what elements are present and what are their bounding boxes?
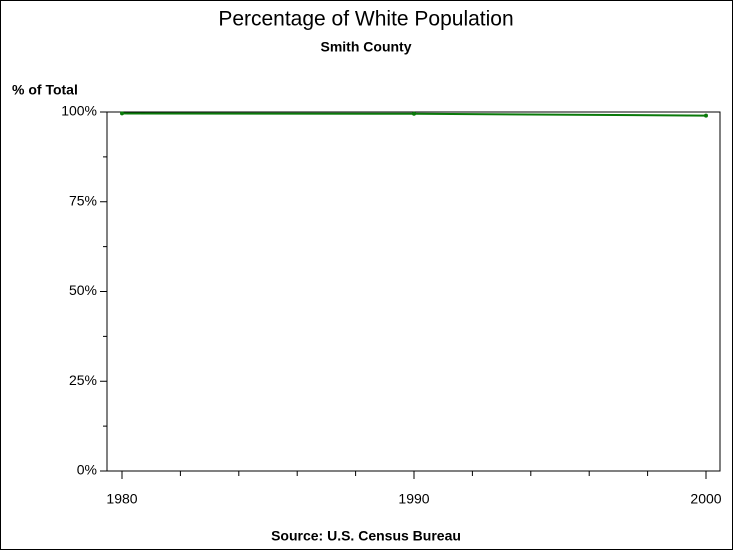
y-tick-label: 0%	[77, 462, 97, 478]
y-axis-label: % of Total	[12, 82, 78, 98]
data-point	[120, 111, 124, 116]
y-tick-label: 25%	[69, 372, 97, 388]
chart-subtitle: Smith County	[321, 39, 412, 55]
y-tick-label: 50%	[69, 282, 97, 298]
data-point	[412, 111, 416, 116]
x-tick-label: 2000	[690, 491, 721, 507]
chart-title: Percentage of White Population	[218, 8, 513, 31]
footnote: Source: U.S. Census Bureau	[271, 528, 461, 544]
y-tick-label: 75%	[69, 192, 97, 208]
x-tick-label: 1980	[106, 491, 137, 507]
x-tick-label: 1990	[398, 491, 429, 507]
data-point	[704, 113, 708, 118]
y-tick-label: 100%	[61, 103, 97, 119]
